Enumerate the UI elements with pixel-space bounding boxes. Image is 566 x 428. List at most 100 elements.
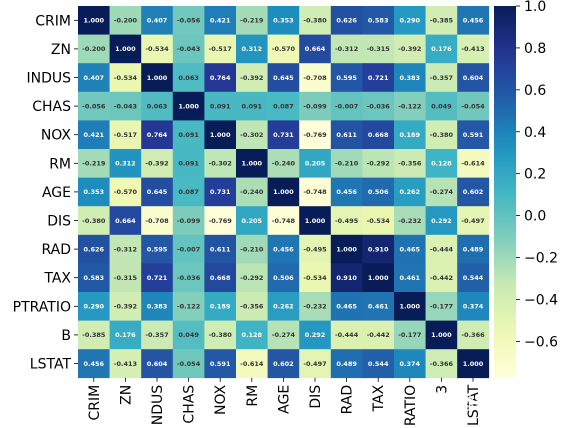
heatmap-cell xyxy=(425,320,458,350)
cell-value-label: 0.611 xyxy=(210,245,231,253)
heatmap-cell xyxy=(394,206,426,236)
heatmap-cell xyxy=(330,91,363,121)
heatmap-cell xyxy=(78,320,110,350)
heatmap-cell xyxy=(299,149,332,178)
y-tick-label: CHAS xyxy=(32,99,71,115)
heatmap-cell xyxy=(330,292,363,321)
heatmap-cell xyxy=(204,263,237,293)
x-tick-label: RM xyxy=(245,385,261,407)
heatmap-cell xyxy=(457,120,490,150)
heatmap-cell xyxy=(109,206,142,236)
cell-value-label: 0.456 xyxy=(336,188,357,196)
heatmap-cell xyxy=(267,234,300,264)
colorbar-tick-label: −0.2 xyxy=(524,251,558,267)
cell-value-label: 0.312 xyxy=(242,45,263,53)
cell-value-label: 0.312 xyxy=(115,160,136,168)
y-tick-label: ZN xyxy=(51,42,71,58)
cell-value-label: -0.442 xyxy=(430,274,453,282)
heatmap-cell xyxy=(172,177,205,207)
heatmap-cell xyxy=(236,120,268,150)
heatmap-cell xyxy=(299,6,332,35)
cell-value-label: 0.595 xyxy=(147,245,168,253)
heatmap-cell xyxy=(109,34,142,64)
cell-value-label: -0.380 xyxy=(430,131,454,139)
heatmap-cell xyxy=(204,349,237,379)
cell-value-label: 0.353 xyxy=(84,188,105,196)
heatmap-cell xyxy=(204,320,237,350)
cell-value-label: 0.049 xyxy=(178,331,199,339)
cell-value-label: 0.407 xyxy=(147,17,168,25)
heatmap-cell xyxy=(394,91,426,121)
heatmap-cell xyxy=(172,63,205,93)
heatmap-cell xyxy=(267,320,300,350)
heatmap-cell xyxy=(299,34,332,64)
cell-value-label: 0.176 xyxy=(431,45,452,53)
heatmap-cell xyxy=(457,149,490,178)
heatmap-cell xyxy=(425,63,458,93)
cell-value-label: 0.506 xyxy=(368,188,389,196)
cell-value-label: -0.122 xyxy=(177,303,200,311)
cell-value-label: 0.721 xyxy=(147,274,168,282)
heatmap-cell xyxy=(204,149,237,178)
cell-value-label: -0.495 xyxy=(335,217,359,225)
heatmap-cell xyxy=(330,234,363,264)
cell-value-label: 0.063 xyxy=(178,74,199,82)
heatmap-cell xyxy=(362,263,395,293)
cell-value-label: 0.374 xyxy=(400,360,421,368)
cell-value-label: -0.442 xyxy=(367,331,390,339)
cell-value-label: -0.392 xyxy=(145,160,168,168)
cell-value-label: -0.054 xyxy=(177,360,201,368)
cell-value-label: -0.444 xyxy=(335,331,359,339)
heatmap-cell xyxy=(394,149,426,178)
cell-value-label: -0.240 xyxy=(272,160,296,168)
cell-value-label: 0.595 xyxy=(336,74,357,82)
cell-value-label: 0.205 xyxy=(305,160,326,168)
y-tick-label: AGE xyxy=(42,185,71,201)
heatmap-cell xyxy=(457,349,490,379)
heatmap-cell xyxy=(362,206,395,236)
heatmap-cells: 1.000 -0.200 0.407 -0.056 0.421 -0.219 0.353 -0… xyxy=(78,6,490,379)
heatmap-cell xyxy=(78,34,110,64)
heatmap-cell xyxy=(457,320,490,350)
x-tick-label: AGE xyxy=(276,385,292,414)
heatmap-cell xyxy=(299,120,332,150)
cell-value-label: 0.292 xyxy=(431,217,452,225)
x-tick-label: 3 xyxy=(434,385,450,394)
heatmap-cell xyxy=(78,292,110,321)
heatmap-cell xyxy=(394,6,426,35)
heatmap-cell xyxy=(425,349,458,379)
colorbar-tick-label: 1.0 xyxy=(524,0,546,15)
heatmap-cell xyxy=(172,91,205,121)
heatmap-cell xyxy=(172,234,205,264)
cell-value-label: -0.385 xyxy=(430,17,454,25)
heatmap-cell xyxy=(78,6,110,35)
heatmap-cell xyxy=(330,263,363,293)
cell-value-label: 0.465 xyxy=(336,303,357,311)
heatmap-cell xyxy=(236,349,268,379)
heatmap-cell xyxy=(330,149,363,178)
heatmap-cell xyxy=(362,292,395,321)
cell-value-label: -0.302 xyxy=(240,131,263,139)
heatmap-cell xyxy=(457,292,490,321)
cell-value-label: -0.517 xyxy=(209,45,232,53)
heatmap-cell xyxy=(362,120,395,150)
y-tick-label: NOX xyxy=(41,128,72,144)
heatmap-cell xyxy=(172,320,205,350)
heatmap-cell xyxy=(299,206,332,236)
cell-value-label: 0.091 xyxy=(242,102,263,110)
heatmap-cell xyxy=(236,34,268,64)
cell-value-label: 0.087 xyxy=(178,188,199,196)
y-tick-label: PTRATIO xyxy=(13,299,71,315)
cell-value-label: 0.176 xyxy=(115,331,136,339)
heatmap-cell xyxy=(236,6,268,35)
y-tick-label: CRIM xyxy=(35,13,71,29)
cell-value-label: 0.489 xyxy=(336,360,357,368)
cell-value-label: -0.312 xyxy=(114,245,137,253)
x-tick-label: NOX xyxy=(213,384,229,415)
cell-value-label: -0.769 xyxy=(303,131,327,139)
x-tick-label: CRIM xyxy=(87,385,103,421)
heatmap-cell xyxy=(457,263,490,293)
cell-value-label: -0.366 xyxy=(430,360,454,368)
heatmap-cell xyxy=(78,149,110,178)
